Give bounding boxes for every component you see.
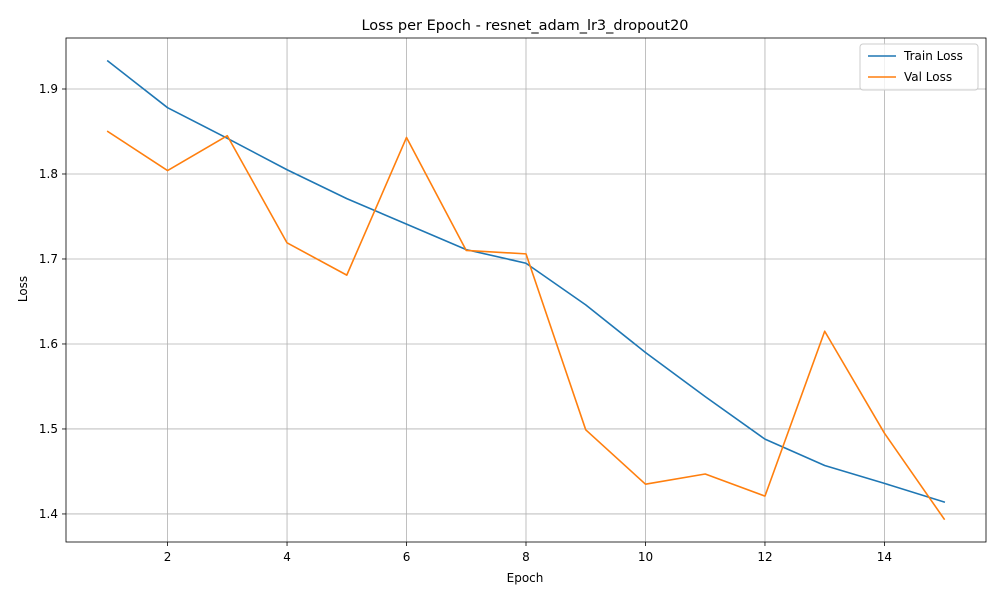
x-tick-label: 4 xyxy=(283,550,291,564)
series-line-val-loss xyxy=(106,130,946,521)
legend-label: Val Loss xyxy=(904,70,952,84)
x-axis-ticks: 2 4 6 8 10 12 14 xyxy=(164,542,892,564)
y-tick-label: 1.6 xyxy=(39,337,58,351)
x-axis-label: Epoch xyxy=(507,571,544,585)
x-tick-label: 10 xyxy=(638,550,653,564)
y-axis-ticks: 1.4 1.5 1.6 1.7 1.8 1.9 xyxy=(39,82,66,521)
legend-label: Train Loss xyxy=(903,49,963,63)
x-tick-label: 2 xyxy=(164,550,172,564)
y-tick-label: 1.9 xyxy=(39,82,58,96)
series-lines xyxy=(106,59,946,521)
x-tick-label: 6 xyxy=(403,550,411,564)
chart-title: Loss per Epoch - resnet_adam_lr3_dropout… xyxy=(361,18,688,34)
x-tick-label: 8 xyxy=(522,550,530,564)
y-tick-label: 1.4 xyxy=(39,507,58,521)
y-tick-label: 1.7 xyxy=(39,252,58,266)
x-tick-label: 14 xyxy=(877,550,892,564)
y-tick-label: 1.8 xyxy=(39,167,58,181)
series-line-train-loss xyxy=(106,59,946,504)
x-tick-label: 12 xyxy=(757,550,772,564)
legend: Train Loss Val Loss xyxy=(859,43,979,91)
y-axis-label: Loss xyxy=(16,276,30,302)
y-tick-label: 1.5 xyxy=(39,422,58,436)
